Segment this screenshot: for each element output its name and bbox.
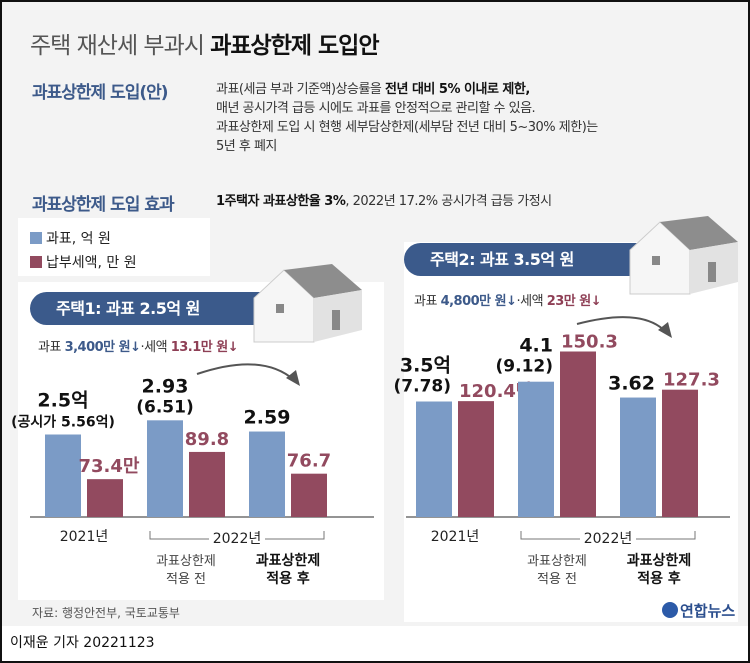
bracket-label-bg <box>209 529 265 545</box>
category-label: 적용 전 <box>166 572 206 587</box>
category-label: 과표상한제 <box>527 554 587 569</box>
data-label-tax: 120.4만 <box>459 381 533 402</box>
legend-label: 납부세액, 만 원 <box>46 255 137 271</box>
data-label-base: 3.5억 <box>400 355 451 377</box>
category-label: 2021년 <box>431 529 480 545</box>
data-label-base: 2.5억 <box>37 390 88 412</box>
house1-change: 과표 3,400만 원↓·세액 13.1만 원↓ <box>38 336 239 355</box>
effect-text: 1주택자 과표상한율 3%, 2022년 17.2% 공시가격 급등 가정시 <box>216 192 552 211</box>
house2-pill: 주택2: 과표 3.5억 원 <box>404 243 642 276</box>
data-label-base: 3.62 <box>608 373 655 395</box>
house2-icon <box>629 216 738 295</box>
data-label-tax: 73.4만 <box>79 456 140 477</box>
bar-base <box>416 401 452 517</box>
change-mid: ·세액 <box>516 294 547 309</box>
category-label: 과표상한제 <box>156 554 216 569</box>
data-label-tax: 150.3 <box>561 332 618 353</box>
category-label: 적용 후 <box>637 570 681 587</box>
house2-change: 과표 4,800만 원↓·세액 23만 원↓ <box>414 290 602 309</box>
data-label-sub: (6.51) <box>136 397 193 417</box>
legend-item-tax: 납부세액, 만 원 <box>30 252 137 272</box>
proposal-line1-bold: 전년 대비 5% 이내로 제한, <box>385 82 530 97</box>
change-prefix: 과표 <box>414 294 441 309</box>
group-label: 2022년 <box>584 531 633 547</box>
data-label-base: 2.93 <box>142 375 189 397</box>
bar-base <box>620 397 656 517</box>
data-label-base: 4.1 <box>519 335 553 357</box>
bar-tax <box>662 389 698 517</box>
data-label-sub: (9.12) <box>496 357 553 377</box>
logo-mark-icon <box>662 602 678 618</box>
proposal-text: 과표(세금 부과 기준액)상승률을 전년 대비 5% 이내로 제한, 매년 공시… <box>216 80 598 156</box>
source-note: 자료: 행정안전부, 국토교통부 <box>32 606 180 620</box>
legend-item-base: 과표, 억 원 <box>30 228 111 248</box>
change-base: 3,400만 원↓ <box>64 340 141 355</box>
data-label-sub: (공시가 5.56억) <box>11 415 115 431</box>
bracket-label-bg <box>580 529 636 545</box>
legend-label: 과표, 억 원 <box>46 231 111 247</box>
yonhap-logo: 연합뉴스 <box>662 600 735 621</box>
data-label-tax: 89.8 <box>185 429 229 450</box>
legend-swatch-red <box>30 256 42 268</box>
proposal-line3: 과표상한제 도입 시 현행 세부담상한제(세부담 전년 대비 5~30% 제한)… <box>216 120 598 135</box>
bar-tax <box>189 451 225 517</box>
byline: 이재윤 기자 20221123 <box>10 635 155 651</box>
change-tax: 13.1만 원↓ <box>170 340 239 355</box>
arrowhead-icon <box>658 322 672 338</box>
data-label-tax: 127.3 <box>663 370 720 391</box>
proposal-line4: 5년 후 폐지 <box>216 139 277 154</box>
title-light: 주택 재산세 부과시 <box>30 33 205 59</box>
proposal-line1: 과표(세금 부과 기준액)상승률을 <box>216 82 386 97</box>
data-label-tax: 76.7 <box>287 451 331 472</box>
page-title: 주택 재산세 부과시 과표상한제 도입안 <box>30 26 380 60</box>
curved-arrow-icon <box>576 316 667 333</box>
charts-svg: 2.5억 (공시가 5.56억) 73.4만 2021년 2.93(6.51) 89.8 2… <box>11 216 738 587</box>
legend: 과표, 억 원 납부세액, 만 원 <box>18 218 210 276</box>
house1-icon <box>253 264 362 343</box>
category-label: 과표상한제 <box>627 553 691 569</box>
legend-swatch-blue <box>30 232 42 244</box>
title-bold: 과표상한제 도입안 <box>210 33 379 59</box>
bar-tax <box>560 351 596 517</box>
change-prefix: 과표 <box>38 340 65 355</box>
bar-base <box>518 381 554 517</box>
effect-heading: 과표상한제 도입 효과 <box>32 195 175 215</box>
change-tax: 23만 원↓ <box>546 294 602 309</box>
bar-base <box>45 434 81 517</box>
logo-text: 연합뉴스 <box>680 602 736 620</box>
group-label: 2022년 <box>213 531 262 547</box>
infographic: 주택 재산세 부과시 과표상한제 도입안 과표상한제 도입(안) 과표(세금 부… <box>2 2 748 626</box>
bar-base <box>147 420 183 517</box>
bar-tax <box>87 479 123 517</box>
bar-tax <box>458 401 494 517</box>
change-mid: ·세액 <box>140 340 171 355</box>
data-label-sub: (7.78) <box>394 377 451 397</box>
category-label: 적용 전 <box>537 572 577 587</box>
proposal-heading: 과표상한제 도입(안) <box>32 83 169 103</box>
data-label-base: 2.59 <box>244 407 291 429</box>
category-label: 2021년 <box>60 529 109 545</box>
bar-tax <box>291 473 327 517</box>
curved-arrow-icon <box>196 363 295 381</box>
category-label: 적용 후 <box>266 570 310 587</box>
change-base: 4,800만 원↓ <box>440 294 517 309</box>
category-label: 과표상한제 <box>256 553 320 569</box>
bar-base <box>249 431 285 517</box>
house1-pill: 주택1: 과표 2.5억 원 <box>30 292 262 325</box>
effect-bold: 1주택자 과표상한율 3% <box>216 194 346 209</box>
proposal-line2: 매년 공시가격 급등 시에도 과표를 안정적으로 관리할 수 있음. <box>216 101 536 116</box>
arrowhead-icon <box>286 370 300 386</box>
effect-plain: , 2022년 17.2% 공시가격 급등 가정시 <box>345 194 552 209</box>
